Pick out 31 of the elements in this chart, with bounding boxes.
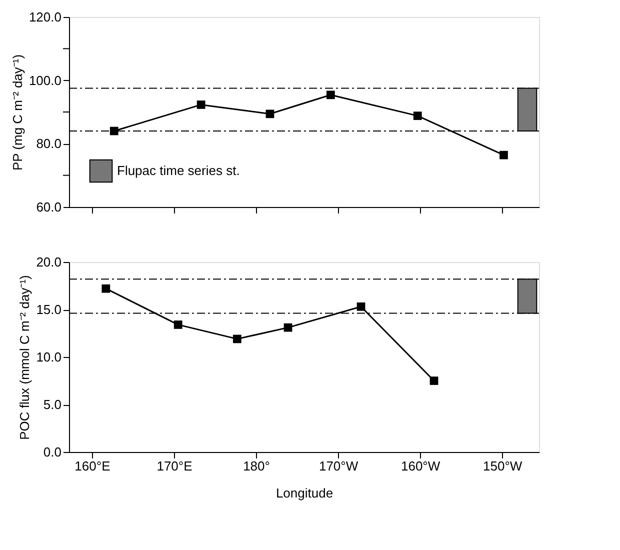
- point: [232, 334, 242, 344]
- y-axis-title: PP (mg C m⁻² day⁻¹): [10, 54, 25, 171]
- point: [110, 126, 118, 136]
- y-tick-label: 100.0: [28, 72, 62, 88]
- y-tick-label: 20.0: [36, 254, 62, 270]
- y-axis-title: POC flux (mmol C m⁻² day⁻¹): [17, 275, 32, 440]
- y-tick-label: 5.0: [43, 397, 62, 412]
- x-tick-label: 170°E: [156, 458, 193, 474]
- y-tick-label: 120.0: [28, 10, 62, 24]
- x-tick-label: 160°W: [400, 458, 441, 474]
- point: [500, 150, 508, 160]
- point: [174, 320, 182, 329]
- point: [356, 302, 366, 311]
- point: [284, 323, 292, 332]
- point: [102, 284, 110, 293]
- point: [413, 112, 422, 120]
- point: [326, 90, 335, 100]
- legend-label: Flupac time series st.: [117, 163, 240, 178]
- x-axis-title: Longitude: [276, 486, 334, 500]
- y-tick-label: 0.0: [43, 444, 62, 460]
- point: [430, 376, 438, 385]
- y-tick-label: 60.0: [36, 200, 62, 214]
- point: [266, 110, 274, 118]
- y-tick-label: 80.0: [36, 136, 62, 152]
- x-tick-label: 150°W: [483, 458, 523, 474]
- x-tick-label: 180°: [243, 458, 270, 474]
- y-tick-label: 15.0: [36, 302, 62, 317]
- x-tick-label: 170°W: [318, 458, 359, 474]
- point: [196, 100, 206, 109]
- y-tick-label: 10.0: [36, 350, 62, 364]
- x-tick-label: 160°E: [74, 458, 111, 474]
